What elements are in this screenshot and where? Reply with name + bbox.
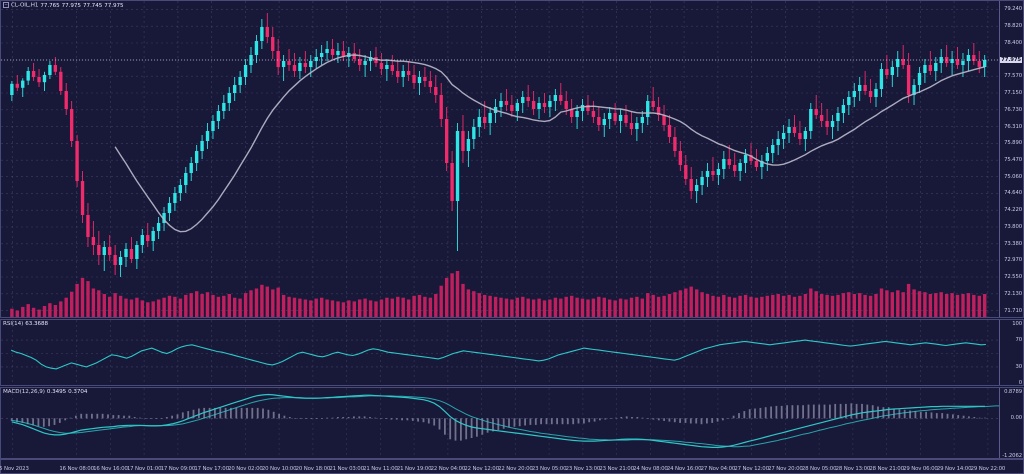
time-tick-label: 22 Nov 12:00 bbox=[464, 466, 499, 472]
time-tick-label: 24 Nov 16:00 bbox=[666, 466, 702, 472]
time-tick-label: 17 Nov 01:00 bbox=[126, 466, 162, 472]
price-tick-label: 73.380 bbox=[1004, 240, 1022, 247]
macd-tick-label: 0.00 bbox=[1010, 415, 1023, 422]
macd-label: MACD(12,26,9) bbox=[3, 389, 45, 395]
price-plot-area[interactable] bbox=[1, 1, 999, 317]
price-panel-header: − CL-OIL,H1 77.765 77.975 77.745 77.975 bbox=[3, 2, 124, 9]
time-tick-label: 27 Nov 04:00 bbox=[700, 466, 736, 472]
rsi-plot-area[interactable] bbox=[1, 320, 999, 385]
price-tick-label: 74.220 bbox=[1004, 207, 1022, 214]
macd-tick-label: -1.2062 bbox=[1002, 453, 1022, 459]
time-tick-label: 27 Nov 20:00 bbox=[768, 466, 803, 472]
price-tick-label: 76.310 bbox=[1004, 123, 1022, 130]
price-tick-label: 75.890 bbox=[1004, 140, 1022, 147]
macd-line-svg bbox=[1, 388, 999, 458]
macd-axis-scale[interactable]: 0.8789 0.00 -1.2062 bbox=[999, 388, 1023, 458]
macd-indicator-panel[interactable]: MACD(12,26,9) 0.3495 0.3704 0.8789 0.00 -1.2… bbox=[0, 387, 1024, 459]
time-tick-label: 15 Nov 2023 bbox=[0, 466, 29, 472]
price-tick-label: 72.130 bbox=[1004, 290, 1022, 297]
price-tick-label: 76.730 bbox=[1004, 106, 1022, 113]
time-tick-label: 28 Nov 13:00 bbox=[835, 466, 871, 472]
price-tick-label: 79.240 bbox=[1004, 6, 1022, 13]
ohlc-low: 77.745 bbox=[82, 2, 103, 9]
price-tick-label: 73.800 bbox=[1004, 224, 1022, 230]
price-tick-label: 77.150 bbox=[1004, 90, 1022, 96]
price-tick-label: 75.060 bbox=[1004, 173, 1022, 180]
rsi-label: RSI(14) bbox=[3, 321, 24, 327]
rsi-axis-scale[interactable]: 100 70 30 0 bbox=[999, 320, 1023, 385]
time-tick-label: 20 Nov 10:00 bbox=[261, 466, 297, 472]
time-tick-label: 17 Nov 09:00 bbox=[160, 466, 196, 472]
rsi-panel-header: RSI(14) 63.3688 bbox=[3, 321, 48, 327]
price-tick-label: 71.710 bbox=[1004, 307, 1022, 314]
rsi-tick-label: 0 bbox=[1018, 380, 1022, 386]
time-tick-label: 24 Nov 08:00 bbox=[633, 466, 668, 472]
rsi-indicator-panel[interactable]: RSI(14) 63.3688 100 70 30 0 bbox=[0, 319, 1024, 386]
time-tick-label: 29 Nov 14:00 bbox=[936, 466, 972, 472]
current-price-tag: 77.975 bbox=[1000, 57, 1022, 63]
ohlc-high: 77.975 bbox=[61, 2, 81, 9]
rsi-tick-label: 70 bbox=[1015, 337, 1022, 344]
symbol-timeframe-label: CL-OIL,H1 bbox=[11, 2, 39, 9]
time-tick-label: 22 Nov 04:00 bbox=[430, 466, 466, 472]
rsi-tick-label: 30 bbox=[1015, 363, 1022, 370]
price-tick-label: 78.820 bbox=[1004, 23, 1022, 30]
time-tick-label: 23 Nov 13:00 bbox=[565, 466, 601, 472]
ohlc-open: 77.765 bbox=[40, 2, 60, 9]
price-tick-label: 72.550 bbox=[1004, 274, 1022, 280]
time-tick-label: 28 Nov 21:00 bbox=[869, 466, 904, 472]
macd-plot-area[interactable] bbox=[1, 388, 999, 458]
time-tick-label: 21 Nov 03:00 bbox=[329, 466, 364, 472]
price-chart-panel[interactable]: − CL-OIL,H1 77.765 77.975 77.745 77.975 79.24… bbox=[0, 0, 1024, 318]
collapse-icon[interactable]: − bbox=[3, 2, 9, 8]
ohlc-close: 77.975 bbox=[104, 2, 124, 9]
time-tick-label: 22 Nov 20:00 bbox=[498, 466, 533, 472]
price-axis-scale[interactable]: 79.240 78.820 78.400 77.975 77.570 77.150 76.7… bbox=[999, 1, 1023, 317]
time-tick-label: 29 Nov 06:00 bbox=[903, 466, 938, 472]
price-candles-svg bbox=[1, 1, 999, 317]
time-tick-label: 29 Nov 22:00 bbox=[970, 466, 1006, 472]
time-tick-label: 27 Nov 12:00 bbox=[734, 466, 769, 472]
macd-tick-label: 0.8789 bbox=[1004, 389, 1022, 395]
price-tick-label: 72.970 bbox=[1004, 257, 1022, 264]
price-tick-label: 78.400 bbox=[1004, 40, 1022, 46]
time-tick-label: 28 Nov 05:00 bbox=[801, 466, 837, 472]
macd-value: 0.3495 bbox=[46, 389, 67, 395]
time-tick-label: 21 Nov 19:00 bbox=[396, 466, 432, 472]
time-tick-label: 20 Nov 18:00 bbox=[295, 466, 331, 472]
price-tick-label: 75.470 bbox=[1004, 157, 1022, 164]
price-tick-label: 74.640 bbox=[1004, 190, 1022, 197]
time-tick-label: 16 Nov 16:00 bbox=[93, 466, 128, 472]
rsi-tick-label: 100 bbox=[1012, 321, 1022, 327]
rsi-value: 63.3688 bbox=[25, 321, 49, 327]
price-tick-label: 77.570 bbox=[1004, 73, 1022, 80]
time-tick-label: 23 Nov 21:00 bbox=[599, 466, 634, 472]
macd-panel-header: MACD(12,26,9) 0.3495 0.3704 bbox=[3, 389, 87, 395]
time-tick-label: 23 Nov 05:00 bbox=[531, 466, 567, 472]
rsi-line-svg bbox=[1, 320, 999, 385]
time-tick-label: 17 Nov 17:00 bbox=[194, 466, 229, 472]
macd-signal-value: 0.3704 bbox=[68, 389, 88, 395]
time-tick-label: 21 Nov 11:00 bbox=[363, 466, 398, 472]
time-tick-label: 20 Nov 02:00 bbox=[228, 466, 263, 472]
time-tick-label: 16 Nov 08:00 bbox=[59, 466, 94, 472]
